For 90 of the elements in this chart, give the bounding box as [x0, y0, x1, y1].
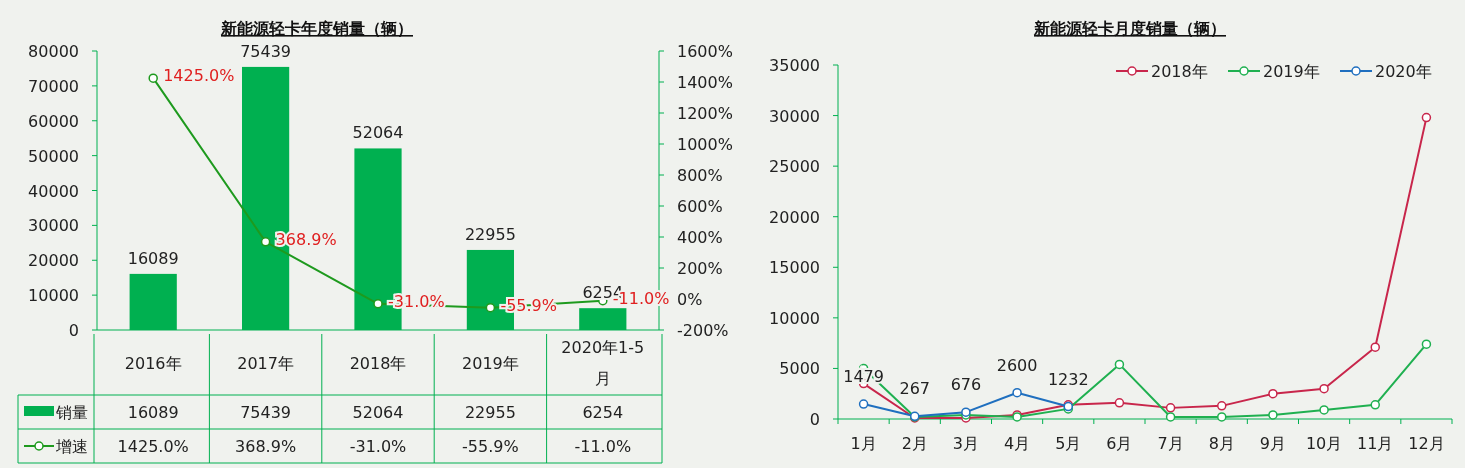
text: 75439	[240, 41, 292, 61]
legend-label: 销量	[55, 403, 88, 422]
data-label: -31.0%	[349, 437, 407, 456]
y-tick-label: 15000	[769, 258, 820, 278]
y-tick-label: 0	[809, 410, 820, 429]
point	[1421, 112, 1432, 123]
point	[1165, 412, 1176, 422]
chart-title: 新能源轻卡年度销量（辆）	[220, 19, 413, 38]
point	[1421, 339, 1432, 349]
y2-tick-label: 200%	[677, 259, 723, 278]
x-tick-label: 1月	[850, 434, 877, 453]
data-label: 16089	[127, 403, 179, 422]
x-tick-label: 7月	[1157, 434, 1184, 453]
legend-label: 2019年	[1263, 62, 1320, 81]
y2-tick-label: 0%	[677, 290, 703, 309]
data-label: 2600	[996, 355, 1038, 375]
data-label: -11.0%	[574, 437, 632, 456]
point	[858, 399, 869, 409]
y-tick-label: 40000	[28, 181, 79, 201]
point	[1114, 359, 1125, 370]
x-tick-label: 2020年1-5月	[561, 338, 645, 388]
point	[1319, 405, 1329, 415]
y-tick-label: 10000	[769, 308, 820, 328]
text: 52064	[352, 123, 404, 143]
x-tick-label: 10月	[1305, 434, 1343, 453]
y2-tick-label: 1600%	[677, 42, 733, 61]
y2-tick-label: 1400%	[677, 73, 733, 92]
point	[260, 237, 271, 247]
point	[148, 73, 158, 83]
x-tick-label: 2016年	[124, 353, 182, 373]
text: 1425.0%	[163, 66, 235, 86]
point	[1217, 412, 1227, 422]
y-tick-label: 70000	[28, 76, 79, 96]
x-tick-label: 2月	[901, 434, 928, 453]
x-tick-label: 9月	[1259, 434, 1287, 453]
x-tick-label: 2019年	[462, 353, 519, 373]
point	[1370, 342, 1380, 352]
y2-tick-label: -200%	[677, 321, 729, 340]
y2-tick-label: 1200%	[677, 104, 733, 123]
y-tick-label: 35000	[769, 56, 820, 75]
point	[1012, 387, 1022, 398]
x-tick-label: 5月	[1055, 434, 1082, 453]
data-label: 6254	[582, 403, 624, 422]
x-tick-label: 11月	[1357, 434, 1394, 453]
data-label: 1425.0%	[117, 437, 189, 456]
y2-tick-label: 800%	[677, 166, 723, 185]
data-label: 676	[950, 375, 982, 395]
y-tick-label: 80000	[28, 42, 79, 61]
y2-tick-label: 600%	[677, 197, 723, 216]
y2-tick-label: 400%	[677, 228, 723, 247]
y-tick-label: 30000	[769, 106, 820, 126]
text: 16089	[127, 248, 179, 268]
data-label: 22955	[464, 403, 516, 422]
y-tick-label: 5000	[779, 359, 820, 379]
point	[1165, 403, 1176, 413]
y-tick-label: 20000	[28, 251, 79, 271]
x-tick-label: 2017年	[237, 353, 294, 373]
point	[1268, 388, 1278, 399]
y2-tick-label: 1000%	[677, 135, 733, 154]
y-tick-label: 0	[68, 321, 79, 340]
text: 22955	[464, 224, 516, 244]
legend-label: 2020年	[1375, 62, 1432, 81]
point	[1217, 401, 1227, 411]
data-label: 368.9%	[235, 437, 297, 456]
data-label: 52064	[352, 403, 404, 422]
x-tick-label: 8月	[1208, 434, 1235, 453]
legend-label: 增速	[55, 437, 88, 456]
chart-title: 新能源轻卡月度销量（辆）	[1033, 19, 1226, 38]
point	[485, 302, 496, 313]
data-label: 75439	[240, 403, 292, 422]
y-tick-label: 60000	[28, 111, 79, 131]
data-label: 267	[899, 379, 931, 399]
x-tick-label: 6月	[1106, 434, 1133, 453]
y-tick-label: 10000	[28, 286, 79, 306]
point	[1268, 410, 1278, 420]
data-label: 1232	[1047, 369, 1089, 389]
x-tick-label: 4月	[1003, 434, 1031, 453]
y-tick-label: 50000	[28, 146, 79, 166]
y-tick-label: 20000	[769, 207, 820, 227]
y-tick-label: 30000	[28, 216, 79, 236]
point	[1319, 383, 1329, 394]
x-tick-label: 2018年	[349, 353, 407, 373]
data-label: -55.9%	[462, 437, 519, 456]
y-tick-label: 25000	[769, 157, 820, 177]
x-tick-label: 12月	[1408, 434, 1445, 453]
point	[373, 299, 383, 309]
point	[1370, 400, 1380, 410]
legend-label: 2018年	[1151, 62, 1208, 81]
point	[1114, 398, 1125, 408]
x-tick-label: 3月	[952, 434, 980, 453]
